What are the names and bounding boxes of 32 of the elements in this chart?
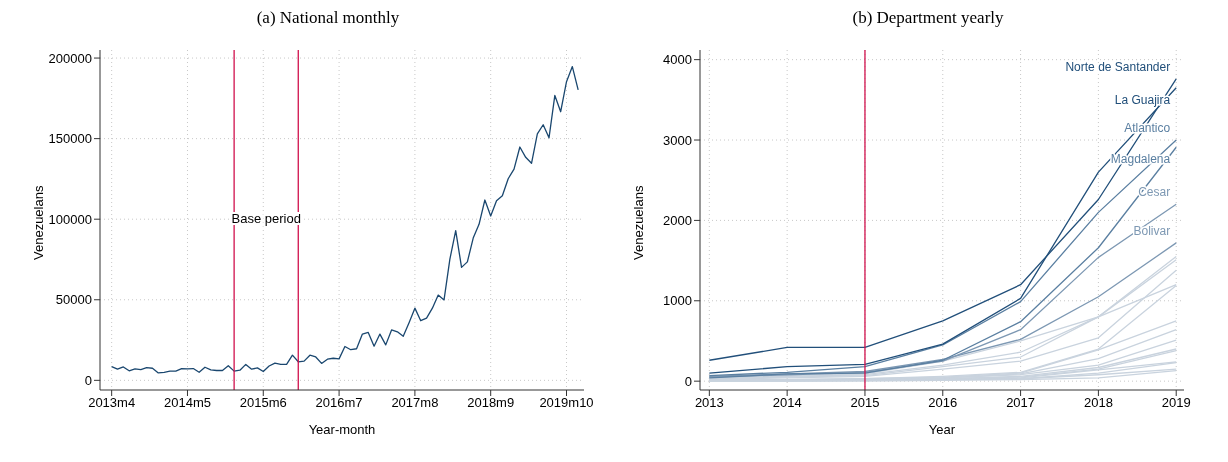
x-tick-label: 2019m10 <box>539 395 594 411</box>
y-tick-label: 0 <box>684 373 692 389</box>
chart-title: (b) Department yearly <box>851 8 1005 29</box>
x-tick-label: 2014 <box>772 395 802 411</box>
y-tick-label: 1000 <box>663 293 692 309</box>
y-tick-label: 2000 <box>663 213 692 229</box>
y-tick-label: 50000 <box>55 292 92 308</box>
x-tick-label: 2019 <box>1161 395 1191 411</box>
y-tick-label: 4000 <box>663 52 692 68</box>
series-label: Bolivar <box>1133 223 1171 238</box>
y-axis-title: Venezuelans <box>630 185 646 260</box>
x-tick-label: 2015 <box>850 395 880 411</box>
x-axis-title: Year-month <box>308 422 376 437</box>
y-axis-title: Venezuelans <box>30 185 46 260</box>
y-tick-label: 200000 <box>48 50 92 66</box>
x-tick-label: 2018m9 <box>467 395 515 411</box>
y-tick-label: 100000 <box>48 211 92 227</box>
chart-title: (a) National monthly <box>255 8 401 29</box>
y-tick-label: 150000 <box>48 131 92 147</box>
x-tick-label: 2017 <box>1006 395 1036 411</box>
x-tick-label: 2016 <box>928 395 958 411</box>
x-tick-label: 2013m4 <box>88 395 136 411</box>
y-tick-label: 3000 <box>663 132 692 148</box>
series-label: Norte de Santander <box>1065 59 1171 74</box>
x-axis-title: Year <box>928 422 956 437</box>
x-tick-label: 2016m7 <box>315 395 363 411</box>
x-tick-label: 2015m6 <box>239 395 287 411</box>
x-tick-label: 2017m8 <box>391 395 439 411</box>
x-tick-label: 2018 <box>1083 395 1113 411</box>
y-tick-label: 0 <box>84 372 92 388</box>
x-tick-label: 2014m5 <box>163 395 211 411</box>
x-tick-label: 2013 <box>694 395 724 411</box>
